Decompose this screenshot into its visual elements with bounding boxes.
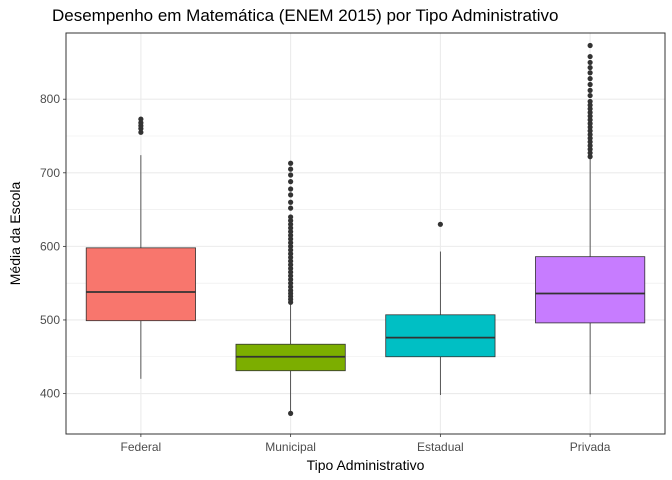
outlier-point	[587, 70, 593, 76]
outlier-point	[288, 247, 294, 253]
outlier-point	[288, 280, 294, 286]
outlier-point	[288, 160, 294, 166]
x-tick-label: Privada	[570, 440, 611, 454]
outlier-point	[288, 199, 294, 205]
outlier-point	[288, 232, 294, 238]
outlier-point	[587, 117, 593, 123]
outlier-point	[288, 166, 294, 172]
y-tick-label: 800	[40, 92, 60, 106]
outlier-point	[288, 218, 294, 224]
box-estadual	[385, 221, 496, 396]
outlier-point	[288, 254, 294, 261]
box-privada	[535, 42, 646, 395]
iqr-box	[385, 314, 496, 358]
outlier-point	[587, 109, 593, 116]
outlier-point	[288, 186, 294, 192]
outlier-point	[587, 124, 593, 130]
x-axis-title: Tipo Administrativo	[307, 457, 425, 473]
outlier-point	[587, 59, 593, 66]
y-axis-title: Média da Escola	[7, 182, 23, 286]
x-tick-label: Federal	[121, 440, 162, 454]
outlier-point	[587, 131, 593, 138]
outlier-point	[587, 139, 593, 145]
boxes	[85, 42, 646, 416]
x-tick-label: Municipal	[265, 440, 316, 454]
outlier-point	[587, 150, 593, 156]
outlier-point	[288, 221, 294, 227]
outlier-point	[288, 192, 294, 198]
outlier-point	[138, 129, 144, 135]
outlier-point	[587, 120, 593, 127]
iqr-box	[85, 247, 196, 322]
outlier-point	[587, 53, 593, 60]
chart-title: Desempenho em Matemática (ENEM 2015) por…	[52, 6, 559, 25]
outlier-point	[587, 146, 593, 152]
outlier-point	[288, 287, 294, 294]
outlier-point	[288, 258, 294, 264]
y-tick-label: 700	[40, 166, 60, 180]
outlier-point	[288, 172, 294, 178]
outlier-point	[587, 81, 593, 88]
outlier-point	[587, 92, 593, 99]
outlier-point	[587, 154, 593, 160]
outlier-point	[288, 262, 294, 268]
outlier-point	[587, 128, 593, 134]
y-tick-label: 500	[40, 313, 60, 327]
outlier-point	[288, 214, 294, 220]
grid-lines	[66, 33, 665, 434]
outlier-point	[288, 179, 294, 185]
outlier-point	[587, 42, 593, 49]
outlier-point	[587, 87, 593, 93]
box-municipal	[235, 160, 346, 416]
y-tick-label: 400	[40, 387, 60, 401]
outlier-point	[288, 284, 294, 290]
outlier-point	[587, 102, 593, 108]
outlier-point	[587, 135, 593, 141]
outlier-point	[288, 225, 294, 231]
outlier-point	[138, 120, 144, 126]
axis-ticks: 400 500 600 700 800 Federal Municipal Estadual P…	[40, 92, 611, 454]
outlier-point	[587, 98, 593, 105]
iqr-box	[535, 256, 646, 324]
outlier-point	[288, 410, 294, 416]
outlier-point	[288, 205, 294, 211]
outlier-point	[288, 229, 294, 235]
outlier-point	[288, 265, 294, 272]
outlier-point	[587, 142, 593, 149]
outlier-point	[288, 276, 294, 283]
outlier-point	[288, 273, 294, 279]
panel-border	[65, 32, 666, 435]
outlier-point	[587, 106, 593, 112]
box-federal	[85, 116, 196, 379]
outlier-point	[138, 116, 144, 122]
outlier-point	[437, 221, 443, 227]
x-tick-label: Estadual	[417, 440, 464, 454]
outlier-point	[587, 64, 593, 71]
outlier-point	[288, 236, 294, 242]
outlier-point	[288, 251, 294, 257]
outlier-point	[288, 243, 294, 249]
outlier-point	[288, 269, 294, 275]
outlier-point	[288, 240, 294, 246]
outlier-point	[587, 76, 593, 82]
y-tick-label: 600	[40, 239, 60, 253]
outlier-point	[587, 113, 593, 119]
